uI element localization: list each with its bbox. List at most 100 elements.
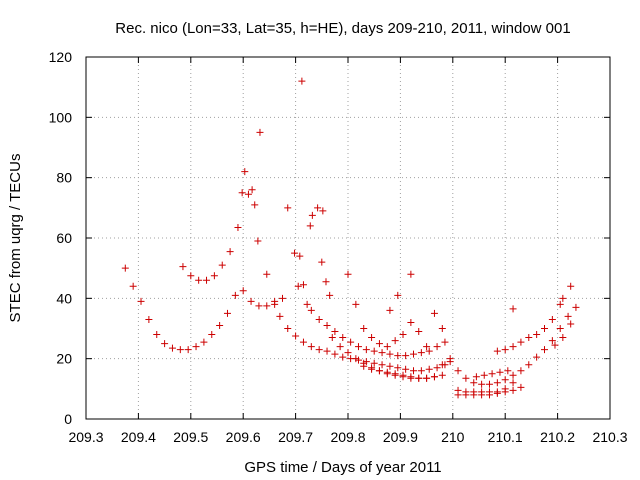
x-tick-label: 209.8 [330,429,365,445]
data-point [187,272,195,280]
data-point [218,261,226,269]
data-point [179,263,187,271]
data-point [430,373,438,381]
data-point [564,312,572,320]
data-point [294,282,302,290]
grid [86,57,610,419]
data-point [541,346,548,354]
data-point [472,373,480,381]
data-point [210,272,218,280]
data-point [509,371,517,379]
data-point [394,352,402,360]
data-point [231,291,239,299]
data-point [509,379,517,387]
chart-title: Rec. nico (Lon=33, Lat=35, h=HE), days 2… [115,20,570,37]
data-point [238,189,246,197]
data-point [391,337,399,345]
data-point [307,343,315,351]
data-point [368,334,376,342]
data-point [446,358,454,366]
data-point [407,373,415,381]
data-point [375,367,383,375]
data-point [407,318,415,326]
data-point [263,302,271,310]
data-point [299,281,307,289]
data-point [386,350,394,358]
data-point [354,343,362,351]
data-point [314,204,322,212]
x-tick-label: 209.3 [68,429,103,445]
data-point [271,297,279,305]
data-point [504,367,512,375]
data-point [425,365,433,373]
data-point [318,258,326,266]
data-point [407,270,415,278]
data-point [383,368,391,376]
data-point [291,249,299,257]
data-point [470,391,478,399]
y-tick-label: 0 [64,411,72,427]
data-point [438,361,446,369]
data-point [559,294,567,302]
y-tick-label: 20 [56,351,72,367]
data-point [306,222,314,230]
data-point [556,300,564,308]
data-point [161,340,169,348]
data-point [200,338,208,346]
data-points [121,77,580,399]
data-point [370,347,378,355]
data-point [344,349,352,357]
data-point [410,367,417,375]
data-point [478,380,486,388]
data-point [255,302,263,310]
data-point [234,223,242,231]
data-point [488,370,496,378]
y-tick-label: 80 [56,170,72,186]
data-point [430,309,438,317]
data-point [509,343,517,351]
data-point [226,248,234,256]
data-point [339,353,347,361]
data-point [308,211,316,219]
data-point [375,340,383,348]
data-point [454,367,462,375]
data-point [383,343,391,351]
data-point [216,321,224,329]
data-point [284,204,292,212]
data-point [303,300,311,308]
data-point [559,334,567,342]
data-point [298,77,306,85]
data-point [129,282,137,290]
data-point [323,347,331,355]
data-point [336,343,344,351]
y-tick-label: 100 [49,109,73,125]
data-point [480,371,488,379]
data-point [501,376,509,384]
data-point [391,370,399,378]
data-point [251,201,259,209]
data-point [347,338,355,346]
data-point [208,331,216,339]
data-point [386,306,394,314]
data-point [223,309,231,317]
axis-ticks: 209.3 209.4 209.5 209.6 209.7 209.8 209.9 210 21… [49,49,628,445]
y-tick-label: 40 [56,290,72,306]
data-point [339,334,347,342]
data-point [501,385,509,393]
data-point [548,315,556,323]
data-point [415,328,423,336]
data-point [360,362,368,370]
data-point [328,334,336,342]
x-axis-label: GPS time / Days of year 2011 [244,459,441,476]
data-point [433,343,441,351]
data-point [399,331,407,339]
data-point [370,359,378,367]
data-point [572,303,580,311]
data-point [525,361,533,369]
data-point [195,276,203,284]
y-axis-label: STEC from uqrg / TECUs [7,154,24,323]
data-point [548,337,556,345]
data-point [438,371,446,379]
data-point [394,291,402,299]
y-tick-label: 120 [49,49,73,65]
